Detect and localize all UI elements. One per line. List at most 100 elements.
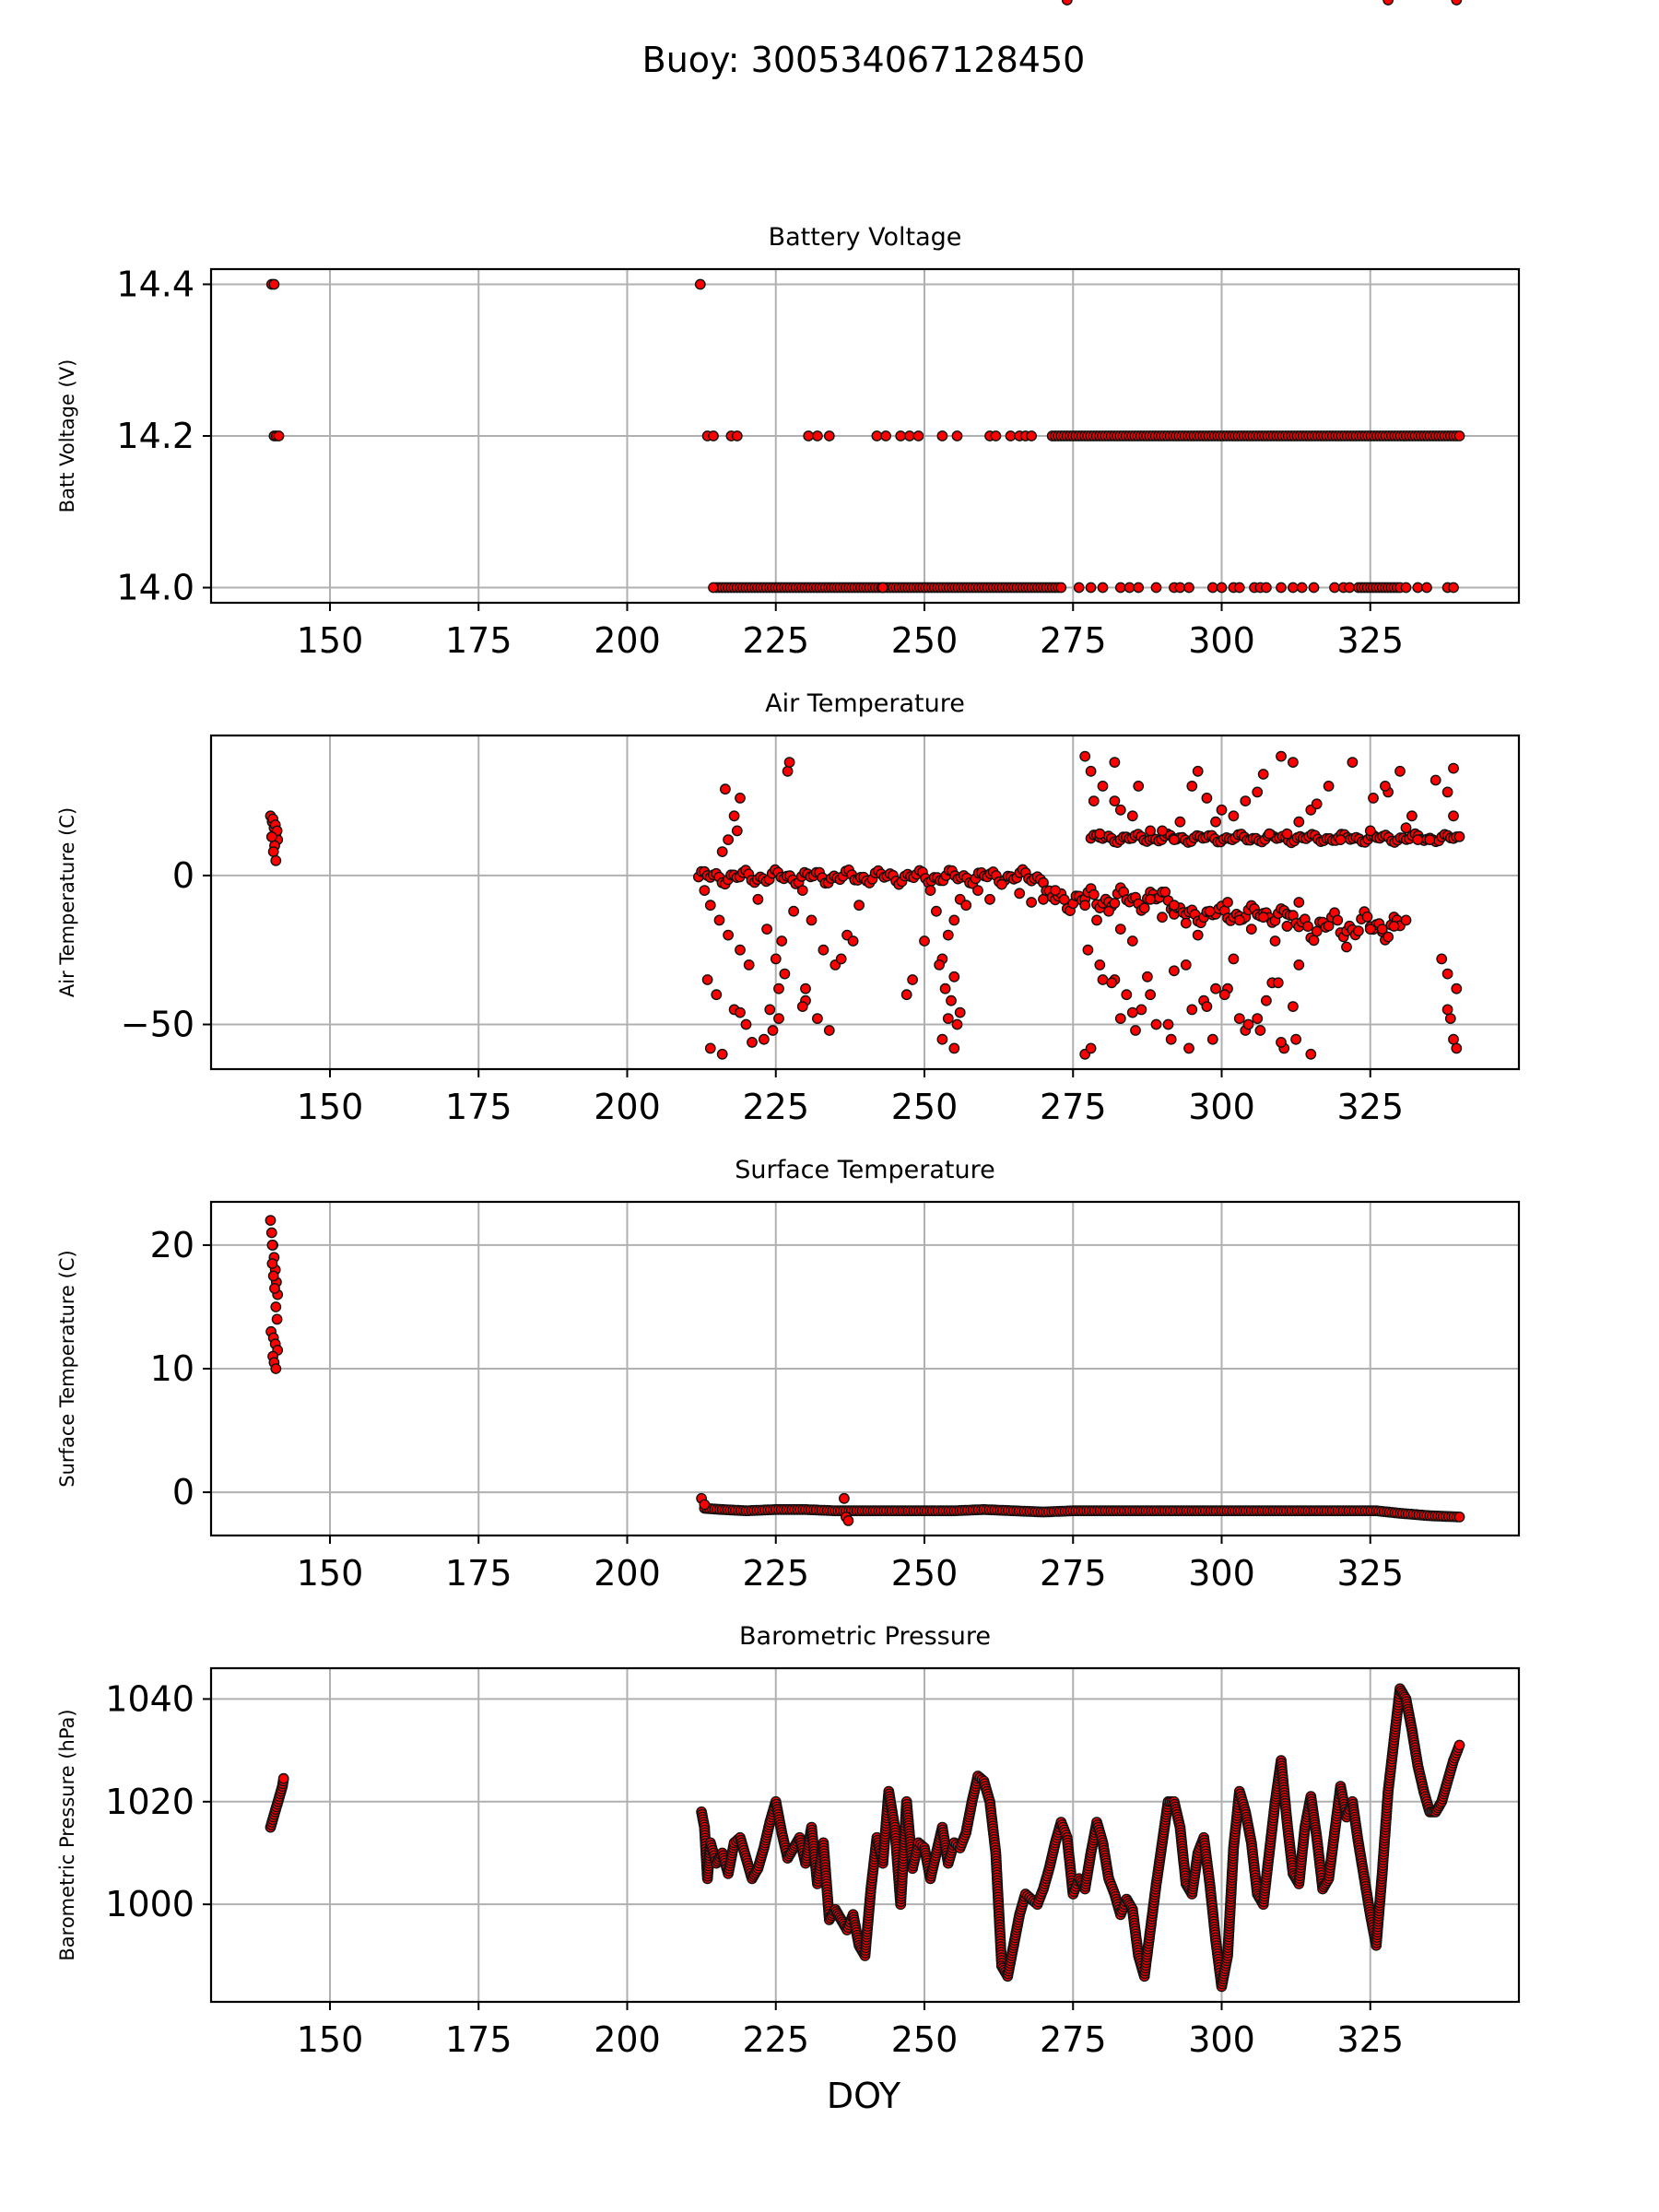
data-point: [1005, 430, 1017, 441]
data-point: [1216, 582, 1228, 594]
data-point: [1380, 781, 1391, 792]
data-point: [731, 430, 743, 441]
data-point: [919, 935, 930, 947]
data-point: [1109, 898, 1121, 909]
data-point: [716, 1048, 728, 1060]
x-tick-label: 325: [1336, 1553, 1404, 1594]
data-point: [1026, 430, 1038, 441]
data-point: [1276, 582, 1287, 594]
data-point: [936, 1033, 948, 1045]
data-point: [1126, 810, 1138, 822]
data-point: [269, 1283, 280, 1294]
data-point: [1174, 816, 1186, 828]
data-point: [1169, 965, 1180, 977]
data-point: [728, 810, 740, 822]
data-point: [1261, 582, 1272, 594]
data-point: [1453, 830, 1465, 842]
data-point: [266, 1240, 278, 1251]
data-point: [266, 1258, 278, 1269]
data-point: [767, 1025, 779, 1036]
data-point: [1050, 885, 1061, 896]
data-point: [1293, 959, 1305, 971]
data-point: [995, 878, 1007, 890]
data-point: [699, 1499, 711, 1511]
data-point: [1206, 1033, 1218, 1045]
data-point: [761, 924, 772, 935]
x-tick-label: 225: [742, 1553, 809, 1594]
data-point: [1323, 781, 1335, 792]
x-tick-label: 275: [1040, 620, 1107, 661]
data-point: [942, 1013, 954, 1025]
data-point: [1448, 810, 1459, 822]
data-point: [1453, 1739, 1465, 1751]
data-point: [1180, 959, 1192, 971]
data-point: [946, 994, 957, 1006]
data-point: [1264, 828, 1276, 840]
data-point: [735, 1006, 746, 1018]
y-tick-label: 20: [150, 1225, 194, 1265]
x-tick-label: 250: [891, 620, 959, 661]
data-point: [268, 278, 280, 290]
data-point: [723, 834, 734, 845]
data-point: [796, 1001, 808, 1013]
data-point: [1261, 994, 1272, 1006]
data-point: [1254, 1025, 1266, 1036]
data-point: [782, 765, 794, 777]
y-tick-label: 1000: [105, 1884, 194, 1924]
data-point: [1088, 795, 1100, 806]
panels: 150 175 200 225 250 275 300 32514.014.214.4Batt…: [56, 0, 1521, 2060]
data-point: [842, 1515, 854, 1526]
data-point: [990, 430, 1002, 441]
x-tick-label: 225: [742, 1087, 809, 1127]
x-tick-label: 200: [594, 2019, 661, 2060]
data-point: [1368, 793, 1379, 804]
x-tick-label: 250: [891, 1553, 959, 1594]
data-point: [912, 430, 924, 441]
data-point: [1448, 1033, 1459, 1045]
x-tick-label: 150: [297, 1087, 364, 1127]
data-point: [1329, 582, 1340, 594]
data-point: [1252, 786, 1264, 798]
data-point: [1347, 757, 1359, 768]
y-tick-label: 1020: [105, 1782, 194, 1822]
data-point: [764, 1004, 776, 1016]
data-point: [948, 1042, 960, 1054]
data-point: [267, 1270, 279, 1282]
data-point: [1210, 982, 1221, 994]
x-tick-label: 300: [1188, 2019, 1255, 2060]
plot-frame: [209, 1666, 1521, 2004]
data-point: [1233, 582, 1245, 594]
data-point: [1216, 804, 1228, 816]
data-point: [934, 959, 945, 971]
data-point: [1085, 1042, 1097, 1054]
data-point: [1114, 804, 1126, 816]
data-point: [1257, 912, 1269, 924]
x-tick-label: 250: [891, 1087, 959, 1127]
data-point: [1436, 953, 1448, 965]
data-point: [1288, 757, 1299, 768]
panel-title: Surface Temperature: [735, 1156, 994, 1184]
data-point: [823, 430, 835, 441]
data-point: [818, 944, 830, 956]
data-point: [1240, 795, 1252, 806]
data-point: [1126, 1006, 1138, 1018]
data-point: [1308, 935, 1320, 947]
data-point: [273, 430, 285, 441]
data-point: [270, 1363, 282, 1374]
data-point: [704, 1042, 716, 1054]
data-point: [1257, 769, 1269, 780]
panel-title: Barometric Pressure: [739, 1622, 991, 1651]
data-point: [1394, 765, 1406, 777]
data-point: [1412, 582, 1424, 594]
data-point: [1097, 582, 1109, 594]
x-tick-label: 275: [1040, 1553, 1107, 1594]
data-point: [812, 430, 823, 441]
x-tick-label: 300: [1188, 1087, 1255, 1127]
data-point: [1364, 924, 1376, 935]
data-point: [1353, 925, 1364, 936]
data-point: [1218, 989, 1230, 1001]
y-tick-label: 14.0: [116, 568, 194, 608]
data-point: [1094, 828, 1106, 840]
data-point: [1142, 971, 1153, 982]
